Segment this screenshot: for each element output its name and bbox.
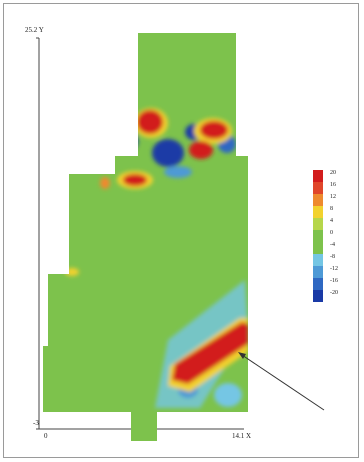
y-axis-bottom-label: -3	[33, 419, 39, 427]
colorbar-tick-label: -8	[330, 254, 335, 260]
colorbar-tick-label: -12	[330, 266, 338, 272]
low-anomaly-6	[214, 383, 242, 407]
colorbar-tick-label: -16	[330, 278, 338, 284]
colorbar-tick-label: 8	[330, 206, 333, 212]
colorbar-swatch	[313, 230, 323, 242]
colorbar-tick-label: 16	[330, 182, 336, 188]
y-axis-top-label: 25.2 Y	[25, 26, 44, 34]
x-axis-left-label: 0	[44, 432, 48, 440]
colorbar-swatch	[313, 218, 323, 230]
colorbar-tick-label: 4	[330, 218, 333, 224]
high-anomaly-2	[200, 121, 228, 139]
high-anomaly-3	[189, 141, 213, 159]
colorbar: 20 16 12 8 4 0 -4 -8 -12 -16 -20	[313, 170, 338, 302]
colorbar-tick-label: 0	[330, 230, 333, 236]
colorbar-swatch	[313, 278, 323, 290]
high-anomaly-4	[123, 174, 147, 186]
x-axis-right-label: 14.1 X	[232, 432, 251, 440]
low-anomaly-1	[118, 130, 138, 152]
low-anomaly-2	[152, 139, 184, 167]
high-anomaly-5	[100, 177, 110, 189]
colorbar-swatch	[313, 206, 323, 218]
colorbar-swatch	[313, 266, 323, 278]
heatmap-field	[43, 33, 248, 441]
colorbar-tick-label: 12	[330, 194, 336, 200]
annotation-arrow	[238, 352, 325, 411]
high-anomaly-6	[65, 268, 79, 276]
colorbar-tick-label: 20	[330, 170, 336, 176]
high-anomaly-1	[137, 110, 163, 134]
colorbar-swatch	[313, 254, 323, 266]
colorbar-swatch	[313, 182, 323, 194]
colorbar-tick-label: -20	[330, 290, 338, 296]
colorbar-tick-label: -4	[330, 242, 335, 248]
colorbar-swatch	[313, 170, 323, 182]
colorbar-swatch	[313, 194, 323, 206]
colorbar-swatch	[313, 290, 323, 302]
diagonal-high-band	[172, 322, 248, 384]
low-anomaly-5	[164, 166, 192, 178]
colorbar-swatch	[313, 242, 323, 254]
